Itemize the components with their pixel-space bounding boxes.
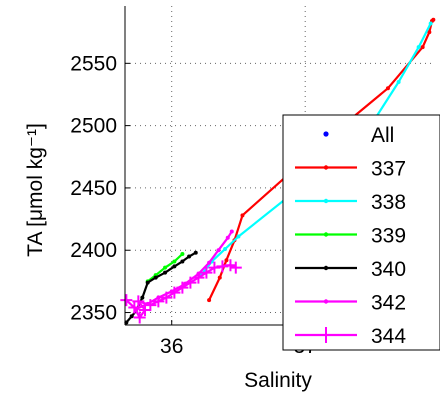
legend-entry-340: 340 (295, 258, 406, 281)
legend-label: 339 (371, 225, 406, 248)
data-point (229, 229, 234, 234)
data-point (180, 251, 185, 256)
data-point (128, 301, 141, 314)
data-point (427, 30, 432, 35)
data-point (420, 45, 425, 50)
legend-marker (323, 299, 329, 304)
data-point (200, 266, 213, 279)
data-point (133, 311, 146, 324)
data-point (229, 261, 242, 274)
data-point (236, 234, 241, 239)
y-axis-label: TA [μmol kg⁻¹] (24, 123, 47, 257)
series-339 (145, 251, 185, 284)
legend-marker (323, 131, 329, 137)
data-point (217, 275, 222, 280)
data-point (416, 45, 421, 50)
legend-entry-All: All (323, 124, 394, 147)
data-point (184, 276, 197, 289)
legend-marker (323, 165, 329, 170)
y-tick-label: 2500 (70, 115, 117, 138)
data-point (216, 248, 221, 253)
data-point (153, 275, 158, 280)
series-344 (120, 259, 242, 324)
legend-label: 338 (371, 191, 406, 214)
data-point (224, 259, 237, 272)
legend-label: 342 (371, 292, 406, 315)
data-point (160, 291, 173, 304)
legend-label: 337 (371, 158, 406, 181)
data-point (163, 270, 168, 275)
data-point (192, 271, 205, 284)
data-point (140, 295, 145, 300)
data-point (224, 258, 229, 263)
data-point (207, 260, 212, 265)
data-point (193, 250, 198, 255)
legend-entry-344: 344 (295, 325, 406, 348)
data-point (145, 280, 150, 285)
data-point (207, 298, 212, 303)
series-342 (135, 229, 234, 311)
data-point (132, 295, 145, 308)
legend-entry-337: 337 (295, 158, 406, 181)
data-point (120, 294, 133, 307)
series-line-342 (136, 230, 233, 310)
data-point (168, 286, 181, 299)
data-point (428, 21, 433, 26)
data-point (396, 80, 401, 85)
data-point (152, 295, 165, 308)
legend-marker (323, 198, 329, 204)
data-point (223, 246, 228, 251)
legend-entry-338: 338 (295, 191, 406, 214)
legend-box (282, 114, 440, 351)
legend-label: All (371, 124, 394, 147)
data-point (216, 260, 229, 273)
data-point (172, 259, 177, 264)
data-point (144, 299, 157, 312)
legend-entry-339: 339 (295, 225, 406, 248)
y-tick-label: 2350 (70, 302, 117, 325)
data-point (176, 281, 189, 294)
legend: All 337 338 339 340 342 344 (282, 114, 440, 351)
axes: 363723502400245025002550 (70, 6, 432, 358)
legend-marker (323, 265, 329, 271)
data-point (431, 17, 436, 22)
data-point (187, 254, 192, 259)
data-point (129, 314, 134, 319)
data-point (225, 235, 230, 240)
legend-label: 340 (371, 258, 406, 281)
data-point (240, 213, 245, 218)
x-axis-label: Salinity (244, 369, 312, 392)
data-point (163, 265, 168, 270)
y-tick-label: 2400 (70, 239, 117, 262)
y-tick-label: 2550 (70, 52, 117, 75)
legend-label: 344 (371, 325, 406, 348)
data-point (180, 259, 185, 264)
legend-marker (318, 327, 334, 343)
legend-marker (323, 232, 329, 237)
x-tick-label: 36 (160, 335, 183, 358)
y-tick-label: 2450 (70, 177, 117, 200)
data-point (385, 86, 390, 91)
legend-entry-342: 342 (295, 292, 406, 315)
data-point (172, 264, 177, 269)
data-point (208, 261, 221, 274)
